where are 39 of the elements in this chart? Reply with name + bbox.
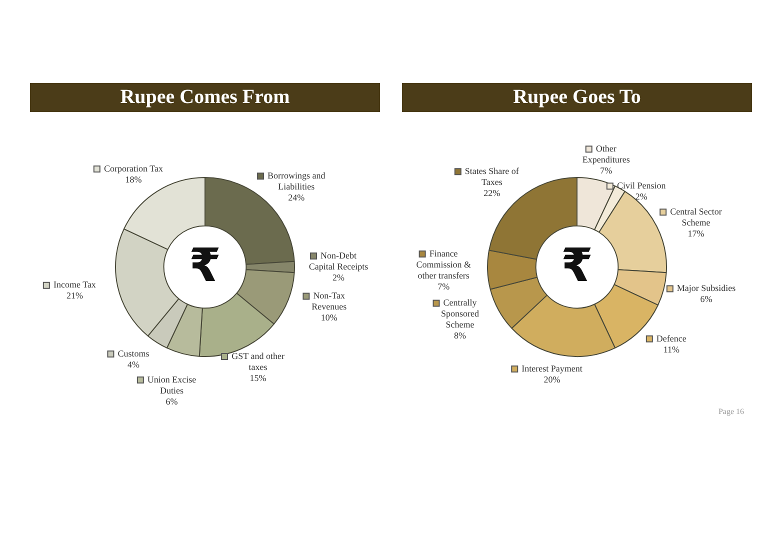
legend-label: Non-Debt Capital Receipts bbox=[308, 250, 369, 272]
legend-label: Civil Pension bbox=[616, 180, 666, 190]
legend-label: Other Expenditures bbox=[582, 143, 630, 164]
legend-label: Customs bbox=[118, 348, 150, 358]
chart-title: Rupee Goes To bbox=[402, 83, 752, 112]
legend-label: States Share of Taxes bbox=[464, 166, 519, 187]
data-label: 15% bbox=[250, 372, 267, 383]
data-label: 11% bbox=[663, 344, 680, 354]
legend-label: Non-Tax Revenues bbox=[312, 290, 348, 312]
legend-label: Centrally Sponsored Scheme bbox=[441, 298, 480, 330]
legend-label: Major Subsidies bbox=[676, 283, 736, 294]
legend-label: Central Sector Scheme bbox=[670, 206, 722, 228]
data-label: 2% bbox=[635, 191, 648, 202]
data-label: 22% bbox=[484, 188, 501, 198]
data-label: 21% bbox=[66, 290, 84, 301]
data-label: 2% bbox=[332, 272, 345, 282]
legend-label: Union Excise Duties bbox=[147, 374, 196, 396]
text: Page 16 bbox=[718, 407, 744, 416]
text: ₹ bbox=[560, 238, 594, 292]
data-label: 6% bbox=[166, 396, 178, 406]
data-label: 7% bbox=[438, 281, 450, 292]
legend-label: Corporation Tax bbox=[104, 163, 164, 174]
legend-label: Interest Payment bbox=[522, 363, 583, 374]
chart-title: Rupee Comes From bbox=[30, 83, 380, 112]
legend-label: GST and other taxes bbox=[232, 350, 284, 372]
data-label: 6% bbox=[700, 294, 713, 304]
text: ₹ bbox=[188, 238, 222, 292]
data-label: 7% bbox=[600, 165, 613, 176]
legend-label: Borrowings and Liabilities bbox=[268, 170, 326, 192]
data-label: 10% bbox=[320, 312, 338, 323]
data-label: 17% bbox=[688, 228, 705, 238]
data-label: 4% bbox=[127, 359, 140, 370]
legend-label: Defence bbox=[656, 333, 686, 344]
legend-label: Income Tax bbox=[53, 280, 96, 290]
data-label: 8% bbox=[454, 330, 467, 341]
data-label: 20% bbox=[544, 374, 561, 384]
data-label: 24% bbox=[288, 192, 306, 203]
data-label: 18% bbox=[125, 174, 142, 184]
legend-label: Finance Commission & other transfers bbox=[416, 248, 471, 280]
